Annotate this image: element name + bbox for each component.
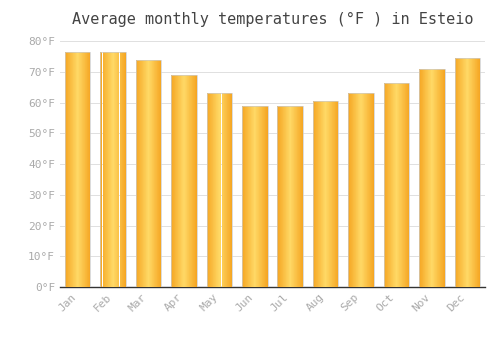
Bar [242,106,268,287]
Bar [384,83,409,287]
Bar [136,60,162,287]
Title: Average monthly temperatures (°F ) in Esteio: Average monthly temperatures (°F ) in Es… [72,12,473,27]
Bar [171,75,196,287]
Bar [278,106,303,287]
Bar [206,93,232,287]
Bar [100,52,126,287]
Bar [348,93,374,287]
Bar [313,101,338,287]
Bar [454,58,480,287]
Bar [419,69,444,287]
Bar [65,52,90,287]
